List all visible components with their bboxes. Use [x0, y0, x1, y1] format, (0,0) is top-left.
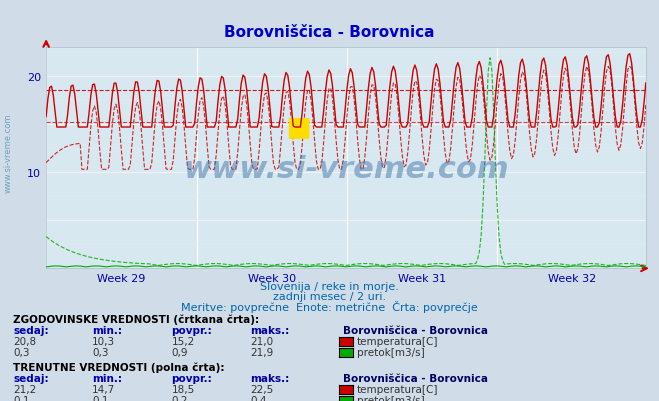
Text: maks.:: maks.: [250, 373, 290, 383]
Text: 20,8: 20,8 [13, 336, 36, 346]
Text: 0,1: 0,1 [13, 395, 30, 401]
Text: pretok[m3/s]: pretok[m3/s] [357, 348, 425, 357]
Text: 0,3: 0,3 [13, 348, 30, 357]
Text: 0,1: 0,1 [92, 395, 109, 401]
Text: 21,0: 21,0 [250, 336, 273, 346]
Text: min.:: min.: [92, 325, 123, 335]
Text: 0,3: 0,3 [92, 348, 109, 357]
Text: TRENUTNE VREDNOSTI (polna črta):: TRENUTNE VREDNOSTI (polna črta): [13, 361, 225, 372]
Text: povpr.:: povpr.: [171, 325, 212, 335]
Text: Meritve: povprečne  Enote: metrične  Črta: povprečje: Meritve: povprečne Enote: metrične Črta:… [181, 300, 478, 312]
Text: 18,5: 18,5 [171, 384, 194, 394]
Text: www.si-vreme.com: www.si-vreme.com [183, 155, 509, 184]
Text: 14,7: 14,7 [92, 384, 115, 394]
Text: ZGODOVINSKE VREDNOSTI (črtkana črta):: ZGODOVINSKE VREDNOSTI (črtkana črta): [13, 314, 259, 324]
Text: ▪: ▪ [284, 104, 312, 146]
Text: sedaj:: sedaj: [13, 325, 49, 335]
Text: Borovniščica - Borovnica: Borovniščica - Borovnica [343, 325, 488, 335]
Text: 21,9: 21,9 [250, 348, 273, 357]
Text: pretok[m3/s]: pretok[m3/s] [357, 395, 425, 401]
Text: Slovenija / reke in morje.: Slovenija / reke in morje. [260, 282, 399, 292]
Text: www.si-vreme.com: www.si-vreme.com [3, 113, 13, 192]
Text: temperatura[C]: temperatura[C] [357, 336, 439, 346]
Text: 15,2: 15,2 [171, 336, 194, 346]
Text: Borovniščica - Borovnica: Borovniščica - Borovnica [343, 373, 488, 383]
Text: min.:: min.: [92, 373, 123, 383]
Text: povpr.:: povpr.: [171, 373, 212, 383]
Text: temperatura[C]: temperatura[C] [357, 384, 439, 394]
Text: maks.:: maks.: [250, 325, 290, 335]
Text: Borovniščica - Borovnica: Borovniščica - Borovnica [224, 24, 435, 40]
Text: zadnji mesec / 2 uri.: zadnji mesec / 2 uri. [273, 292, 386, 302]
Text: 0,4: 0,4 [250, 395, 267, 401]
Text: 0,9: 0,9 [171, 348, 188, 357]
Text: 10,3: 10,3 [92, 336, 115, 346]
Text: 21,2: 21,2 [13, 384, 36, 394]
Text: 22,5: 22,5 [250, 384, 273, 394]
Text: 0,2: 0,2 [171, 395, 188, 401]
Text: sedaj:: sedaj: [13, 373, 49, 383]
